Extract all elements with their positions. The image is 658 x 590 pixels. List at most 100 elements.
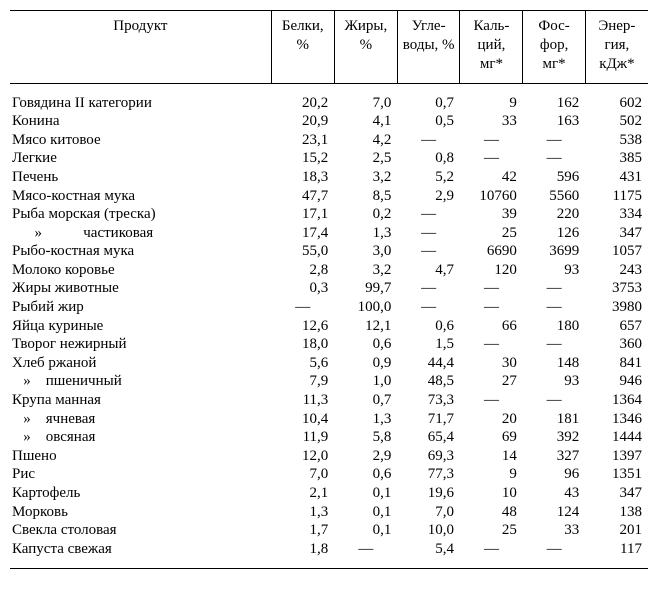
value-cell: 2,1 — [271, 484, 334, 503]
table-row: » ячневая10,41,371,7201811346 — [10, 410, 648, 429]
value-cell: 7,0 — [271, 466, 334, 485]
value-cell: 0,7 — [397, 94, 460, 113]
table-row: Яйца куриные12,612,10,666180657 — [10, 317, 648, 336]
value-cell: 243 — [585, 261, 648, 280]
value-cell: 33 — [523, 521, 585, 540]
value-cell: 25 — [460, 224, 523, 243]
table-row: Картофель2,10,119,61043347 — [10, 484, 648, 503]
value-cell: 201 — [585, 521, 648, 540]
nutrition-table: Продукт Белки, % Жиры, % Угле- воды, % К… — [10, 10, 648, 569]
value-cell: 0,6 — [334, 466, 397, 485]
header-row: Продукт Белки, % Жиры, % Угле- воды, % К… — [10, 11, 648, 84]
value-cell: 0,9 — [334, 354, 397, 373]
value-cell: 12,6 — [271, 317, 334, 336]
product-cell: Легкие — [10, 150, 271, 169]
value-cell: 33 — [460, 112, 523, 131]
value-cell: — — [397, 298, 460, 317]
value-cell: 2,9 — [334, 447, 397, 466]
value-cell: 327 — [523, 447, 585, 466]
value-cell: 15,2 — [271, 150, 334, 169]
value-cell: — — [523, 298, 585, 317]
value-cell: 1364 — [585, 391, 648, 410]
value-cell: — — [460, 280, 523, 299]
value-cell: 7,0 — [334, 94, 397, 113]
value-cell: 1,7 — [271, 521, 334, 540]
table-row: Рыба морская (треска)17,10,2—39220334 — [10, 205, 648, 224]
value-cell: — — [397, 131, 460, 150]
table-row: Свекла столовая1,70,110,02533201 — [10, 521, 648, 540]
value-cell: 5,8 — [334, 428, 397, 447]
table-row: Рис7,00,677,39961351 — [10, 466, 648, 485]
value-cell: 23,1 — [271, 131, 334, 150]
value-cell: 11,9 — [271, 428, 334, 447]
product-cell: » частиковая — [10, 224, 271, 243]
value-cell: 73,3 — [397, 391, 460, 410]
value-cell: 71,7 — [397, 410, 460, 429]
value-cell: 17,4 — [271, 224, 334, 243]
value-cell: 385 — [585, 150, 648, 169]
value-cell: 5,4 — [397, 540, 460, 559]
product-cell: » овсяная — [10, 428, 271, 447]
value-cell: 10760 — [460, 187, 523, 206]
value-cell: 1346 — [585, 410, 648, 429]
value-cell: 17,1 — [271, 205, 334, 224]
value-cell: 2,5 — [334, 150, 397, 169]
value-cell: 20,2 — [271, 94, 334, 113]
value-cell: 48 — [460, 503, 523, 522]
value-cell: 538 — [585, 131, 648, 150]
value-cell: — — [397, 205, 460, 224]
table-row: Печень18,33,25,242596431 — [10, 168, 648, 187]
table-row: Конина20,94,10,533163502 — [10, 112, 648, 131]
value-cell: 11,3 — [271, 391, 334, 410]
value-cell: 347 — [585, 484, 648, 503]
product-cell: Картофель — [10, 484, 271, 503]
value-cell: 431 — [585, 168, 648, 187]
table-row: Легкие15,22,50,8——385 — [10, 150, 648, 169]
value-cell: 596 — [523, 168, 585, 187]
col-fat: Жиры, % — [334, 11, 397, 84]
value-cell: 360 — [585, 335, 648, 354]
value-cell: 502 — [585, 112, 648, 131]
product-cell: Рыбий жир — [10, 298, 271, 317]
table-row: Морковь1,30,17,048124138 — [10, 503, 648, 522]
value-cell: 5,2 — [397, 168, 460, 187]
value-cell: 43 — [523, 484, 585, 503]
product-cell: Морковь — [10, 503, 271, 522]
product-cell: Творог нежирный — [10, 335, 271, 354]
value-cell: — — [523, 131, 585, 150]
value-cell: 1351 — [585, 466, 648, 485]
value-cell: 18,0 — [271, 335, 334, 354]
value-cell: 3,0 — [334, 243, 397, 262]
value-cell: 65,4 — [397, 428, 460, 447]
product-cell: Хлеб ржаной — [10, 354, 271, 373]
value-cell: 1,8 — [271, 540, 334, 559]
table-row: Мясо китовое23,14,2———538 — [10, 131, 648, 150]
value-cell: 3,2 — [334, 168, 397, 187]
table-row: » частиковая17,41,3—25126347 — [10, 224, 648, 243]
product-cell: Мясо китовое — [10, 131, 271, 150]
value-cell: 0,1 — [334, 503, 397, 522]
value-cell: 47,7 — [271, 187, 334, 206]
value-cell: — — [460, 391, 523, 410]
value-cell: 39 — [460, 205, 523, 224]
value-cell: 42 — [460, 168, 523, 187]
value-cell: 334 — [585, 205, 648, 224]
value-cell: 392 — [523, 428, 585, 447]
value-cell: 0,5 — [397, 112, 460, 131]
value-cell: 163 — [523, 112, 585, 131]
product-cell: Пшено — [10, 447, 271, 466]
value-cell: — — [460, 540, 523, 559]
table-row: Рыбо-костная мука55,03,0—669036991057 — [10, 243, 648, 262]
value-cell: 347 — [585, 224, 648, 243]
value-cell: 4,7 — [397, 261, 460, 280]
value-cell: 69 — [460, 428, 523, 447]
value-cell: 3753 — [585, 280, 648, 299]
table-body: Говядина II категории20,27,00,79162602Ко… — [10, 84, 648, 569]
value-cell: 3980 — [585, 298, 648, 317]
product-cell: Конина — [10, 112, 271, 131]
value-cell: — — [460, 150, 523, 169]
col-protein: Белки, % — [271, 11, 334, 84]
value-cell: 14 — [460, 447, 523, 466]
value-cell: 602 — [585, 94, 648, 113]
col-energy: Энер- гия, кДж* — [585, 11, 648, 84]
